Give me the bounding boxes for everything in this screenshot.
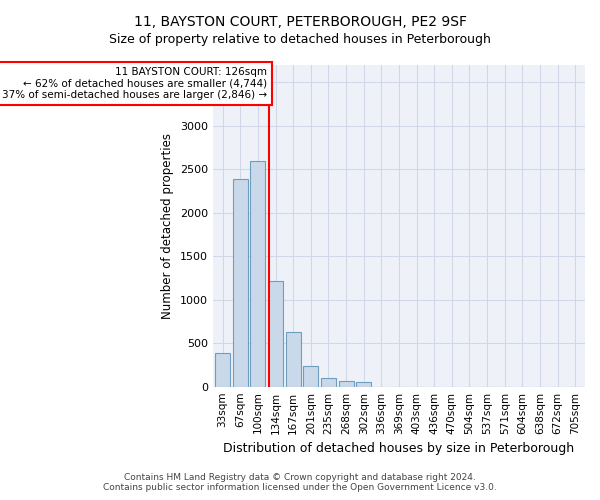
Text: Size of property relative to detached houses in Peterborough: Size of property relative to detached ho… [109, 32, 491, 46]
Text: 11 BAYSTON COURT: 126sqm
← 62% of detached houses are smaller (4,744)
37% of sem: 11 BAYSTON COURT: 126sqm ← 62% of detach… [2, 66, 266, 100]
Bar [268, 280, 283, 386]
Text: Contains HM Land Registry data © Crown copyright and database right 2024.
Contai: Contains HM Land Registry data © Crown c… [103, 473, 497, 492]
Bar [286, 332, 301, 386]
Bar [233, 179, 248, 386]
Y-axis label: Number of detached properties: Number of detached properties [161, 133, 175, 319]
Bar [321, 378, 336, 386]
Bar [250, 160, 265, 386]
Text: 11, BAYSTON COURT, PETERBOROUGH, PE2 9SF: 11, BAYSTON COURT, PETERBOROUGH, PE2 9SF [133, 15, 467, 29]
X-axis label: Distribution of detached houses by size in Peterborough: Distribution of detached houses by size … [223, 442, 575, 455]
Bar [338, 382, 353, 386]
Bar [356, 382, 371, 386]
Bar [215, 353, 230, 386]
Bar [303, 366, 318, 386]
